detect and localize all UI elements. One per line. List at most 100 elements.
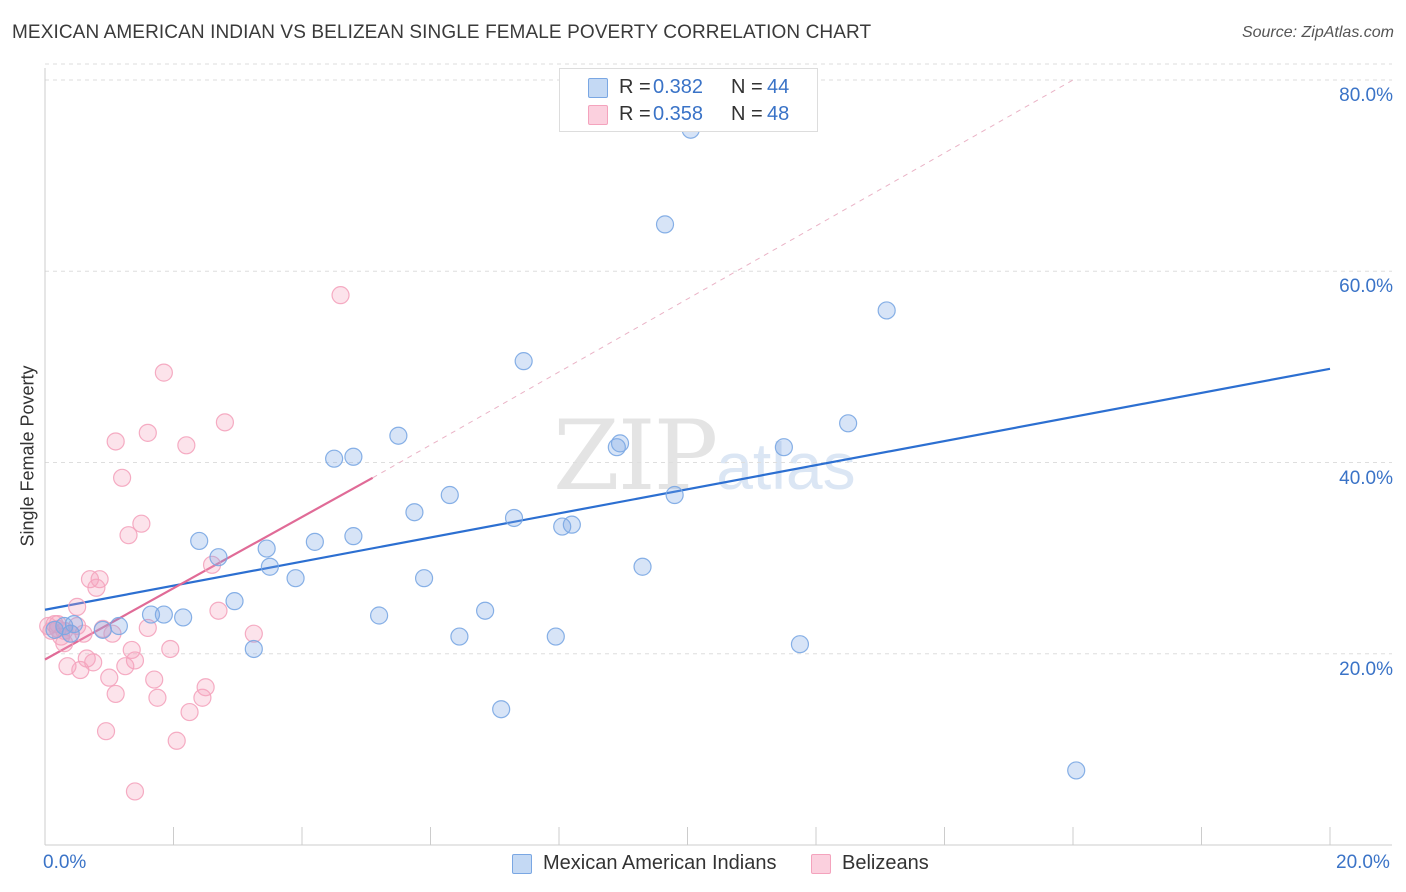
point-belizeans-19 xyxy=(100,668,119,687)
point-mexican-american-indians-14 xyxy=(260,557,279,576)
point-mexican-american-indians-7 xyxy=(154,605,173,624)
legend-n-value: 48 xyxy=(767,103,790,125)
point-belizeans-23 xyxy=(112,468,132,487)
point-mexican-american-indians-28 xyxy=(504,508,524,528)
y-tick-label-3: 80.0% xyxy=(1339,85,1393,106)
point-belizeans-14 xyxy=(84,653,103,672)
point-belizeans-24 xyxy=(116,657,135,676)
point-mexican-american-indians-4 xyxy=(93,620,112,639)
watermark: ZIPatlas xyxy=(553,400,856,512)
point-mexican-american-indians-15 xyxy=(286,569,305,588)
point-mexican-american-indians-40 xyxy=(790,635,810,654)
legend-row-belizeans: R = 0.358 N = 48 xyxy=(560,101,817,127)
legend-n-label: N = xyxy=(731,103,763,125)
trend-line-0 xyxy=(44,367,1331,611)
point-mexican-american-indians-12 xyxy=(244,639,263,659)
point-mexican-american-indians-39 xyxy=(774,438,793,457)
point-mexican-american-indians-27 xyxy=(492,700,511,719)
point-belizeans-28 xyxy=(125,782,145,801)
x-tick-label-min: 0.0% xyxy=(43,852,87,873)
point-mexican-american-indians-29 xyxy=(514,352,533,371)
legend-r-label: R = xyxy=(619,103,651,125)
axes xyxy=(44,68,1392,846)
bottom-legend-label: Belizeans xyxy=(842,852,929,874)
point-belizeans-27 xyxy=(125,651,145,670)
point-mexican-american-indians-8 xyxy=(174,608,193,627)
point-belizeans-31 xyxy=(138,423,157,442)
point-mexican-american-indians-43 xyxy=(1067,761,1086,780)
point-mexican-american-indians-16 xyxy=(305,532,324,551)
grid-lines xyxy=(45,63,1392,655)
chart-title: MEXICAN AMERICAN INDIAN VS BELIZEAN SING… xyxy=(12,22,872,43)
point-mexican-american-indians-32 xyxy=(562,515,581,534)
point-mexican-american-indians-23 xyxy=(414,569,434,588)
bottom-legend-swatch-blue xyxy=(512,854,532,874)
bottom-legend-swatch-pink xyxy=(811,854,831,874)
point-mexican-american-indians-11 xyxy=(225,592,244,611)
point-belizeans-32 xyxy=(145,670,164,689)
y-tick-label-2: 60.0% xyxy=(1339,276,1393,298)
point-mexican-american-indians-6 xyxy=(141,605,161,624)
point-belizeans-37 xyxy=(177,436,196,455)
point-mexican-american-indians-24 xyxy=(440,485,459,505)
point-mexican-american-indians-34 xyxy=(610,434,630,453)
point-belizeans-36 xyxy=(167,731,186,750)
legend-r-value: 0.358 xyxy=(653,103,704,125)
point-belizeans-39 xyxy=(193,688,212,707)
y-tick-label-0: 20.0% xyxy=(1339,658,1393,680)
point-mexican-american-indians-22 xyxy=(405,503,424,522)
point-belizeans-29 xyxy=(132,514,151,533)
point-mexican-american-indians-17 xyxy=(325,449,344,468)
point-belizeans-42 xyxy=(209,601,228,620)
point-belizeans-45 xyxy=(331,286,350,305)
point-belizeans-38 xyxy=(180,702,199,722)
point-belizeans-34 xyxy=(154,363,173,382)
point-belizeans-43 xyxy=(215,413,234,432)
watermark-zip: ZIP xyxy=(553,400,718,512)
trend-line-extension-1 xyxy=(372,79,1074,479)
point-mexican-american-indians-30 xyxy=(546,627,565,646)
point-mexican-american-indians-9 xyxy=(190,531,209,551)
bottom-legend-label: Mexican American Indians xyxy=(543,852,777,874)
legend-swatch-pink xyxy=(588,105,608,125)
point-mexican-american-indians-42 xyxy=(877,301,896,320)
point-mexican-american-indians-19 xyxy=(344,527,363,546)
point-belizeans-25 xyxy=(119,526,138,545)
correlation-legend: R = 0.382 N = 44 R = 0.358 N = 48 xyxy=(559,68,818,132)
point-belizeans-16 xyxy=(90,570,109,589)
point-belizeans-21 xyxy=(106,432,125,451)
point-mexican-american-indians-25 xyxy=(450,627,469,646)
watermark-atlas: atlas xyxy=(716,429,856,503)
point-mexican-american-indians-41 xyxy=(839,414,858,433)
point-mexican-american-indians-3 xyxy=(64,615,84,634)
point-belizeans-9 xyxy=(68,597,87,616)
trend-line-1 xyxy=(44,476,374,661)
data-points xyxy=(39,120,1086,801)
point-mexican-american-indians-18 xyxy=(344,447,363,466)
x-tick-label-max: 20.0% xyxy=(1336,852,1390,873)
point-mexican-american-indians-35 xyxy=(633,557,652,576)
point-belizeans-22 xyxy=(106,684,125,704)
legend-r-label: R = xyxy=(619,76,651,98)
point-belizeans-26 xyxy=(122,640,141,660)
point-belizeans-33 xyxy=(148,688,167,707)
legend-row-mexican-american-indians: R = 0.382 N = 44 xyxy=(560,74,817,100)
point-belizeans-40 xyxy=(196,678,215,697)
legend-r-value: 0.382 xyxy=(653,76,704,98)
point-belizeans-18 xyxy=(96,722,116,741)
legend-n-label: N = xyxy=(731,76,763,98)
point-mexican-american-indians-5 xyxy=(109,616,128,636)
point-mexican-american-indians-20 xyxy=(370,606,389,625)
point-mexican-american-indians-37 xyxy=(665,485,684,505)
point-mexican-american-indians-10 xyxy=(209,548,228,567)
point-belizeans-30 xyxy=(138,618,157,638)
y-axis-label: Single Female Poverty xyxy=(17,365,38,547)
legend-n-value: 44 xyxy=(767,76,790,98)
chart-source: Source: ZipAtlas.com xyxy=(1241,24,1394,41)
point-mexican-american-indians-36 xyxy=(655,215,675,234)
point-mexican-american-indians-2 xyxy=(61,624,80,643)
point-mexican-american-indians-21 xyxy=(389,426,408,445)
point-belizeans-47 xyxy=(48,615,67,634)
